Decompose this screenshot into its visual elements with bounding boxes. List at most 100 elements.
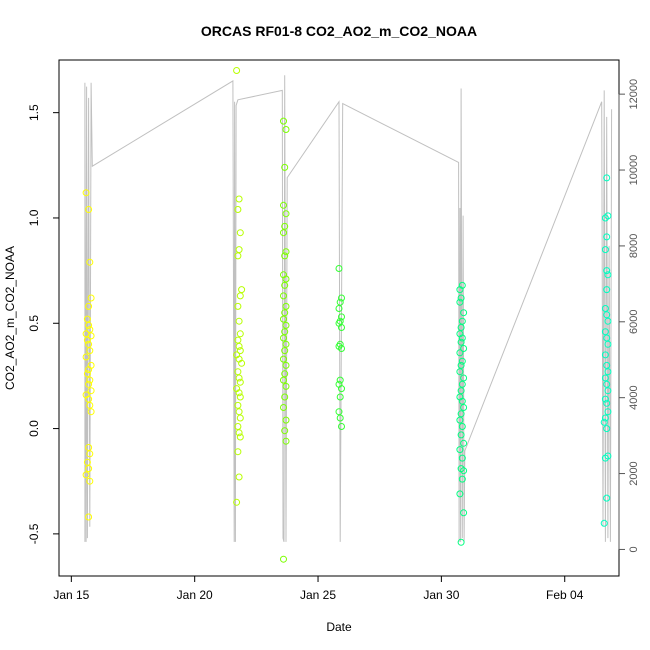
data-point-series-5 <box>460 467 468 475</box>
data-point-series-4 <box>335 408 343 416</box>
data-point-series-3 <box>281 163 289 171</box>
data-point-series-1 <box>85 206 93 213</box>
y-tick-label: 1.5 <box>27 104 41 121</box>
data-point-series-1 <box>87 387 95 395</box>
data-point-series-3 <box>282 275 290 283</box>
data-point-series-1 <box>86 376 94 384</box>
data-point-series-6 <box>603 233 611 241</box>
data-point-series-1 <box>82 353 90 361</box>
data-point-series-5 <box>457 361 465 369</box>
data-point-series-5 <box>456 349 464 357</box>
data-point-series-2 <box>234 368 242 376</box>
data-point-series-2 <box>236 378 244 386</box>
data-point-series-5 <box>456 446 464 454</box>
data-point-series-6 <box>603 174 611 182</box>
data-point-series-3 <box>281 393 289 401</box>
data-point-series-1 <box>86 477 94 485</box>
data-point-series-3 <box>281 252 289 260</box>
data-point-series-1 <box>86 347 94 355</box>
data-point-series-2 <box>236 330 244 338</box>
data-point-series-4 <box>338 313 345 321</box>
data-point-series-4 <box>336 393 344 401</box>
data-point-series-5 <box>457 387 465 395</box>
data-point-series-2 <box>236 229 244 237</box>
y-axis-label: CO2_AO2_m_CO2_NOAA <box>3 246 17 390</box>
data-point-series-6 <box>601 305 609 312</box>
data-point-series-4 <box>336 376 344 384</box>
data-point-series-5 <box>458 334 466 342</box>
data-point-series-5 <box>460 404 468 411</box>
data-point-series-4 <box>338 423 345 430</box>
data-point-series-3 <box>282 126 290 133</box>
data-point-series-2 <box>238 286 246 294</box>
data-point-series-2 <box>234 423 242 430</box>
data-point-series-5 <box>457 338 465 346</box>
data-point-series-1 <box>83 370 91 378</box>
data-point-series-5 <box>458 475 466 483</box>
x-tick-label: Feb 04 <box>546 588 584 602</box>
data-point-series-1 <box>87 408 95 416</box>
data-point-series-2 <box>235 195 243 203</box>
data-point-series-5 <box>458 397 466 405</box>
data-point-series-5 <box>460 309 468 317</box>
data-point-series-5 <box>460 509 468 517</box>
right-y-axis: 0 2000 4000 6000 8000 10000 12000 <box>618 79 640 553</box>
data-point-series-6 <box>603 334 611 342</box>
data-point-series-5 <box>458 380 466 388</box>
data-point-series-1 <box>85 302 93 310</box>
data-point-series-6 <box>603 361 611 369</box>
x-tick-label: Jan 15 <box>53 588 89 602</box>
right-tick-label: 2000 <box>628 461 640 485</box>
data-point-series-2 <box>235 342 243 350</box>
data-point-series-3 <box>282 416 290 424</box>
data-point-series-5 <box>456 416 464 424</box>
data-point-series-6 <box>603 494 611 502</box>
data-point-series-6 <box>600 519 608 527</box>
data-point-series-6 <box>601 328 609 336</box>
data-point-series-3 <box>280 555 287 563</box>
y-tick-label: 1.0 <box>27 209 41 226</box>
data-point-series-5 <box>457 324 465 331</box>
data-point-series-2 <box>234 448 242 456</box>
right-tick-label: 8000 <box>628 234 640 258</box>
data-point-series-1 <box>82 189 90 197</box>
data-point-series-1 <box>87 294 95 302</box>
data-point-series-3 <box>280 315 287 323</box>
data-point-series-3 <box>282 361 290 369</box>
data-point-series-5 <box>456 490 464 498</box>
data-point-series-1 <box>85 444 93 451</box>
data-point-series-2 <box>235 374 243 382</box>
data-point-series-2 <box>234 302 242 310</box>
data-point-series-6 <box>603 267 611 275</box>
data-point-series-6 <box>601 351 609 359</box>
data-point-series-1 <box>85 340 93 348</box>
data-point-series-4 <box>336 414 344 422</box>
data-point-series-1 <box>85 380 93 388</box>
data-point-series-3 <box>282 382 290 390</box>
data-point-series-1 <box>83 315 91 323</box>
right-tick-label: 12000 <box>628 79 640 110</box>
data-point-series-5 <box>458 317 466 325</box>
data-point-series-3 <box>280 334 287 342</box>
data-point-series-2 <box>235 473 243 481</box>
y-tick-label: 0.5 <box>27 315 41 332</box>
data-point-series-6 <box>603 311 611 319</box>
data-point-series-3 <box>281 328 289 336</box>
altitude-track-line <box>84 75 613 543</box>
data-point-series-5 <box>460 345 468 352</box>
data-point-series-4 <box>338 345 345 352</box>
data-point-series-6 <box>603 399 611 407</box>
data-point-series-2 <box>234 252 242 260</box>
chart-title: ORCAS RF01-8 CO2_AO2_m_CO2_NOAA <box>201 23 477 39</box>
y-tick-label: -0.5 <box>27 523 41 544</box>
data-point-series-2 <box>233 67 241 74</box>
data-point-series-3 <box>280 355 287 363</box>
data-point-series-2 <box>235 317 243 325</box>
data-point-series-2 <box>234 401 242 409</box>
data-point-series-4 <box>335 265 343 272</box>
data-point-series-2 <box>236 433 244 441</box>
x-tick-label: Jan 20 <box>177 588 213 602</box>
data-point-series-3 <box>280 376 287 384</box>
